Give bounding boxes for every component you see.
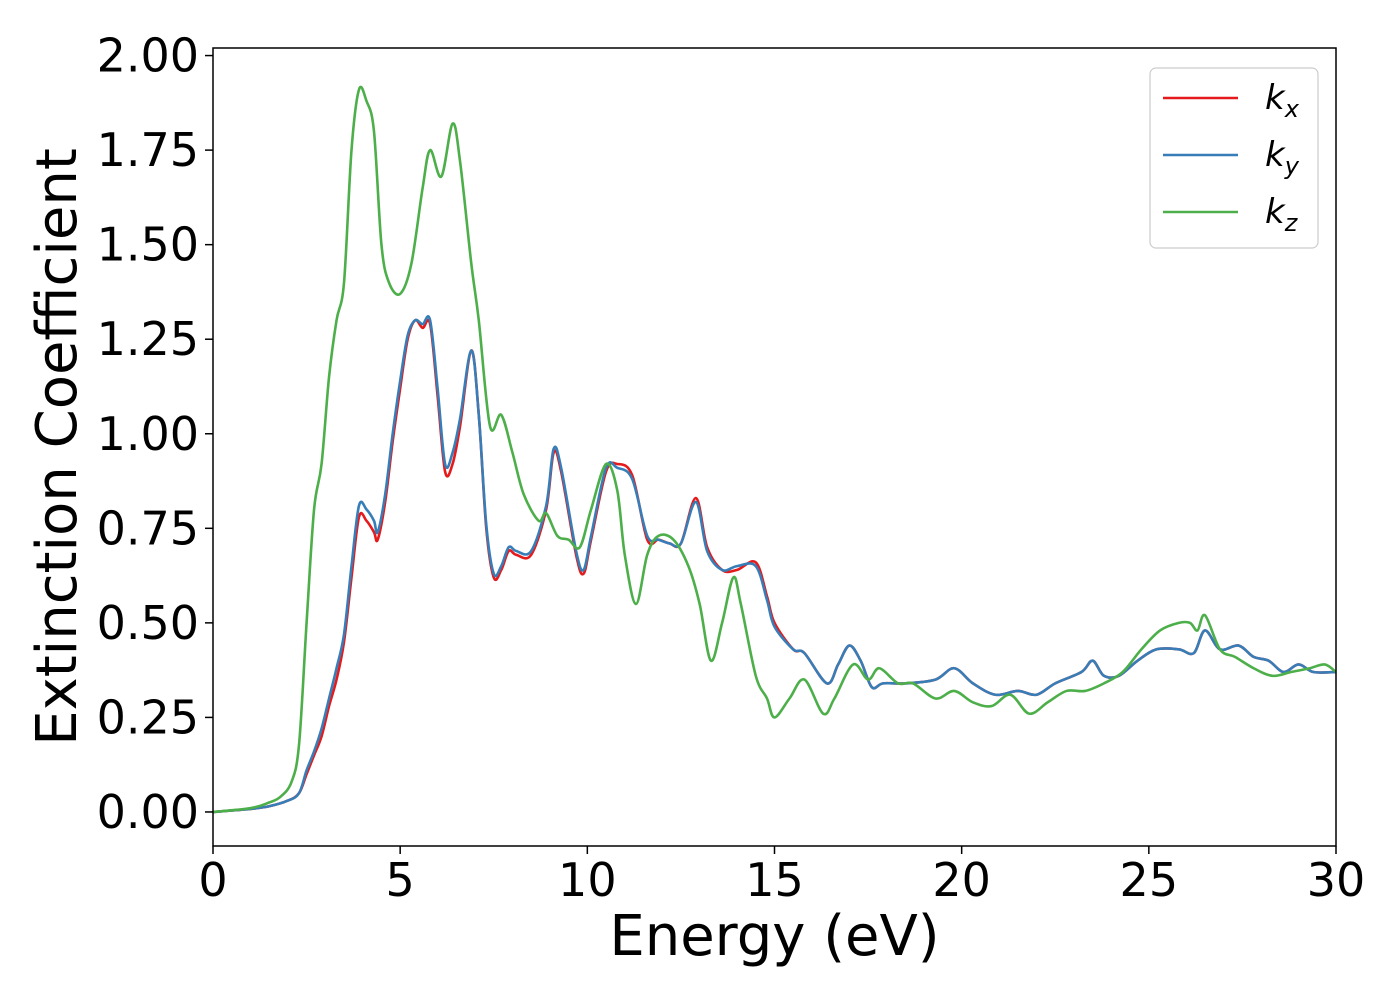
y-axis-ticks: 0.00 0.25 0.50 0.75 1.00 1.25 1.50 1.75 2.00 bbox=[97, 29, 213, 839]
x-tick-label: 20 bbox=[932, 853, 991, 907]
y-tick-label: 2.00 bbox=[97, 29, 199, 83]
x-tick-label: 30 bbox=[1307, 853, 1366, 907]
y-tick-label: 1.00 bbox=[97, 407, 199, 461]
legend-label-kz: kz bbox=[1265, 192, 1299, 237]
y-tick-label: 1.75 bbox=[97, 123, 199, 177]
y-tick-label: 0.25 bbox=[97, 690, 199, 744]
plot-area bbox=[213, 48, 1336, 846]
legend-label-ky: ky bbox=[1265, 135, 1300, 180]
x-axis-title: Energy (eV) bbox=[609, 904, 939, 969]
legend-label-kx: kx bbox=[1265, 78, 1300, 123]
x-tick-label: 10 bbox=[558, 853, 617, 907]
x-tick-label: 25 bbox=[1120, 853, 1179, 907]
x-tick-label: 15 bbox=[745, 853, 804, 907]
series-layer bbox=[212, 85, 1337, 814]
y-tick-label: 0.50 bbox=[97, 596, 199, 650]
y-axis-title: Extinction Coefficient bbox=[25, 148, 90, 746]
x-axis-ticks: 0 5 10 15 20 25 30 bbox=[198, 846, 1365, 907]
legend-box bbox=[1149, 67, 1319, 249]
y-tick-label: 0.00 bbox=[97, 785, 199, 839]
legend: kx ky kz bbox=[1149, 67, 1319, 249]
series-line-ky bbox=[212, 315, 1337, 814]
x-tick-label: 5 bbox=[386, 853, 415, 907]
y-tick-label: 0.75 bbox=[97, 501, 199, 555]
series-line-kz bbox=[212, 85, 1337, 814]
y-tick-label: 1.25 bbox=[97, 312, 199, 366]
y-tick-label: 1.50 bbox=[97, 218, 199, 272]
x-tick-label: 0 bbox=[198, 853, 227, 907]
